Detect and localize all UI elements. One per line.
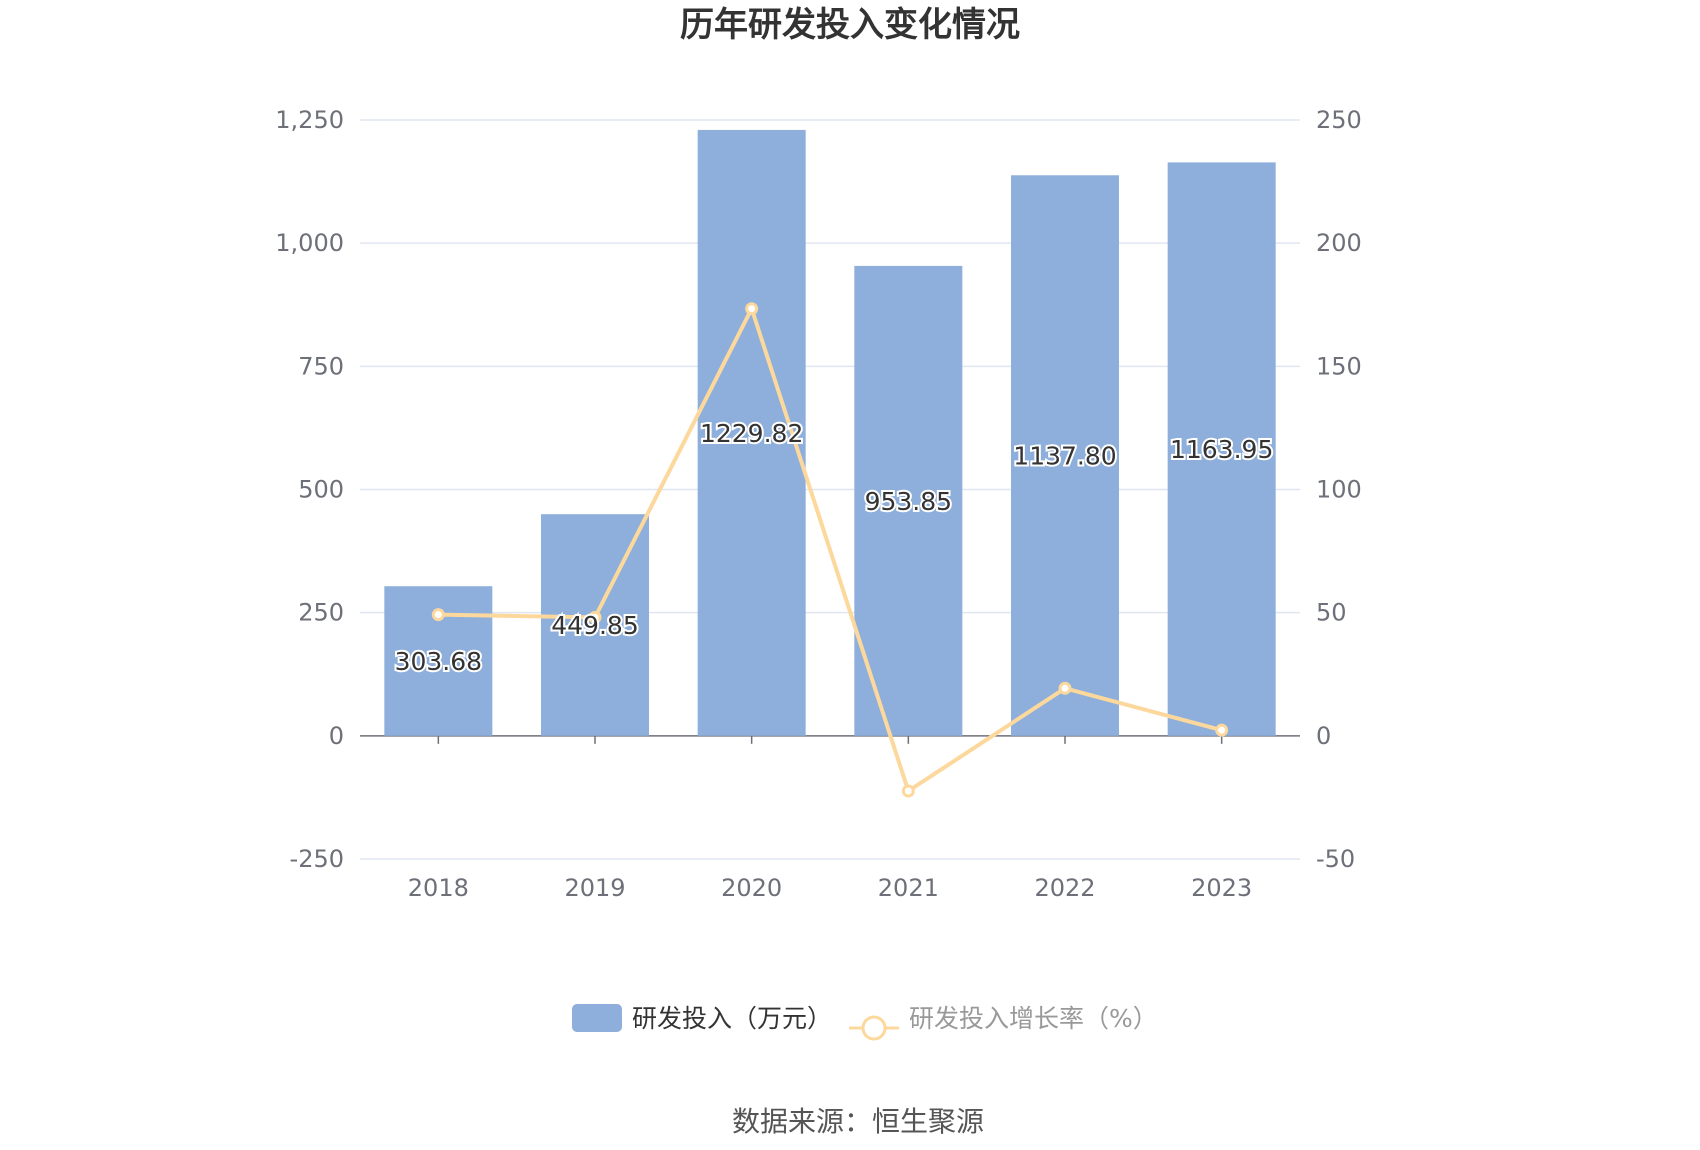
- bar-layer: [384, 129, 1276, 736]
- growth-point-2019[interactable]: [588, 610, 602, 624]
- y-right-tick-label: 250: [1316, 106, 1362, 134]
- data-source: 数据来源：恒生聚源: [732, 1105, 984, 1138]
- bar-2023[interactable]: [1167, 162, 1276, 736]
- y-left-tick-label: 750: [298, 352, 344, 380]
- label-layer: 303.68 449.85 1229.82 953.85 1137.80 1163.95: [393, 417, 1276, 678]
- x-tick-label: 2022: [1034, 874, 1095, 902]
- x-tick-label: 2018: [408, 874, 469, 902]
- bar-value-label: 1229.82: [700, 419, 803, 448]
- y-right-tick-label: 0: [1316, 722, 1331, 750]
- bar-value-label: 449.85: [551, 611, 638, 640]
- x-tick-label: 2021: [878, 874, 939, 902]
- bar-2021[interactable]: [854, 265, 963, 736]
- legend-bar-label[interactable]: 研发投入（万元）: [632, 1004, 832, 1033]
- growth-point-2023[interactable]: [1215, 723, 1229, 737]
- bar-value-label: 303.68: [395, 647, 482, 676]
- legend: 研发投入（万元） 研发投入增长率（%）: [572, 1004, 1158, 1041]
- growth-point-2021[interactable]: [901, 784, 915, 798]
- y-left-tick-label: -250: [290, 845, 344, 873]
- y-right-tick-label: 150: [1316, 352, 1362, 380]
- y-left-tick-label: 0: [329, 722, 344, 750]
- growth-point-2018[interactable]: [431, 608, 445, 622]
- y-left-tick-label: 1,000: [275, 229, 344, 257]
- bar-value-label: 953.85: [865, 487, 952, 516]
- growth-rate-line: [438, 306, 1223, 794]
- bar-value-label: 1137.80: [1013, 442, 1116, 471]
- chart-title: 历年研发投入变化情况: [680, 5, 1020, 45]
- y-right-tick-label: 50: [1316, 599, 1347, 627]
- legend-line-marker: [861, 1015, 887, 1041]
- axis-layer: -250 0 250 500 750 1,000 1,250 -50 0 50 100 150 200 2…: [275, 106, 1362, 902]
- bar-2022[interactable]: [1011, 175, 1119, 736]
- line-layer: [431, 302, 1229, 798]
- x-tick-label: 2023: [1191, 874, 1252, 902]
- y-right-tick-label: 100: [1316, 476, 1362, 504]
- legend-line-label[interactable]: 研发投入增长率（%）: [909, 1004, 1158, 1033]
- y-left-tick-label: 1,250: [275, 106, 344, 134]
- legend-bar-swatch[interactable]: [572, 1004, 622, 1032]
- x-tick-label: 2020: [721, 874, 782, 902]
- growth-point-2020[interactable]: [745, 302, 759, 316]
- y-right-tick-label: -50: [1316, 845, 1355, 873]
- growth-point-2022[interactable]: [1058, 681, 1072, 695]
- x-tick-label: 2019: [564, 874, 625, 902]
- bar-2020[interactable]: [697, 129, 806, 736]
- y-left-tick-label: 250: [298, 599, 344, 627]
- bar-value-label: 1163.95: [1170, 435, 1273, 464]
- grid-layer: [360, 119, 1300, 860]
- y-left-tick-label: 500: [298, 476, 344, 504]
- y-right-tick-label: 200: [1316, 229, 1362, 257]
- bar-2019[interactable]: [541, 514, 649, 736]
